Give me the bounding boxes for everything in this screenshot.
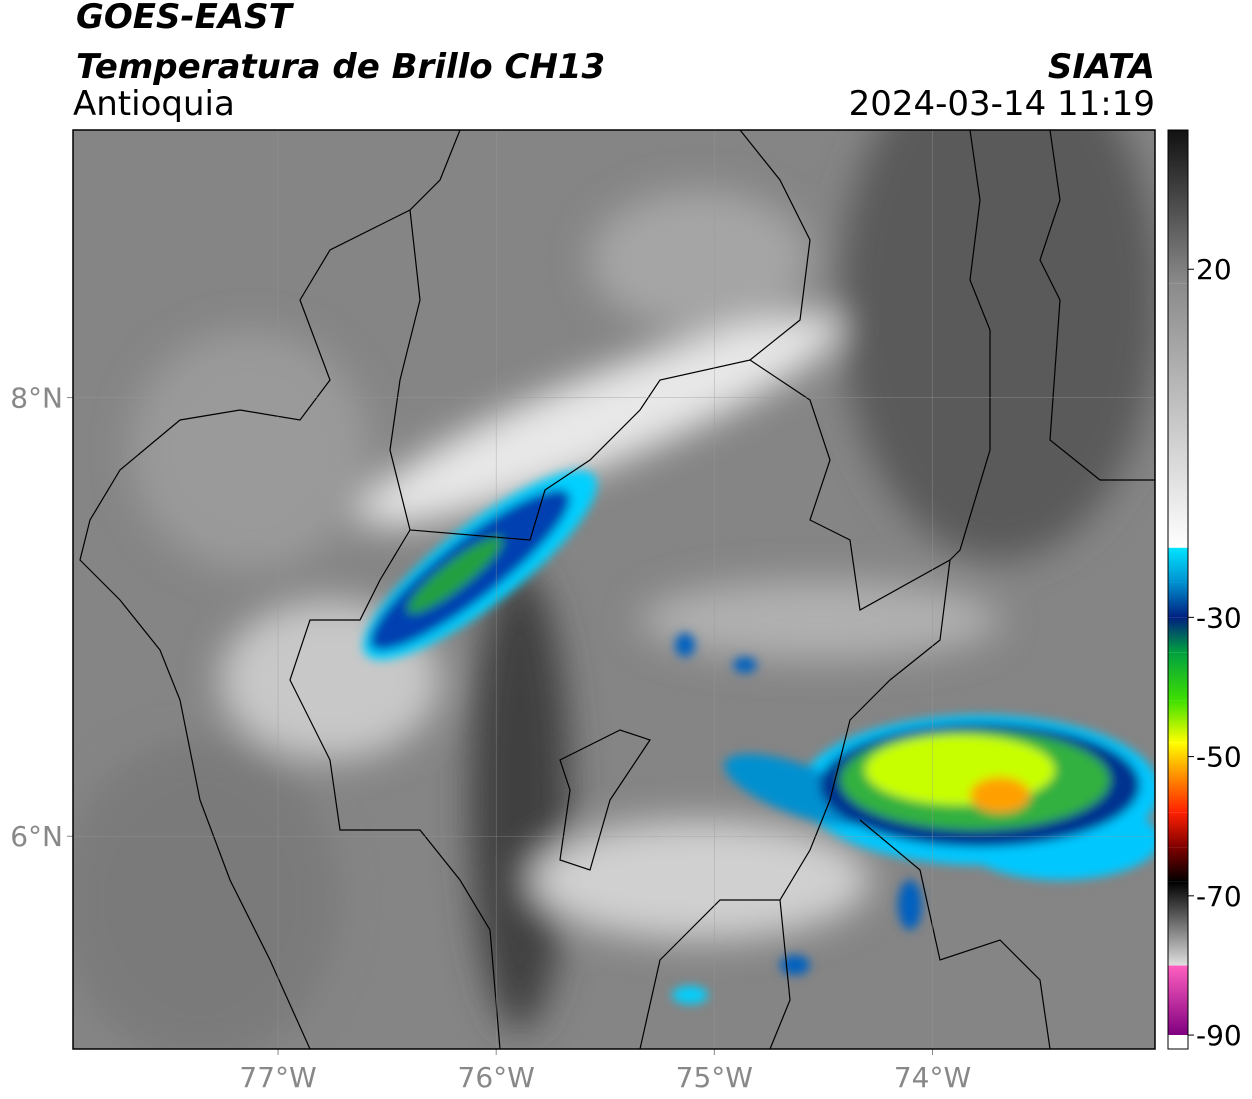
colorbar-tick-label: -30: [1196, 601, 1242, 634]
colorbar-segment: [1168, 847, 1188, 882]
colorbar-segment: [1168, 617, 1188, 653]
source: SIATA: [1048, 47, 1155, 87]
colorbar-segment: [1168, 812, 1188, 848]
subtitle: Temperatura de Brillo CH13: [76, 47, 605, 87]
x-tick-label: 77°W: [239, 1061, 316, 1094]
colorbar-segment: [1168, 700, 1188, 743]
grid: [67, 130, 1155, 1055]
colorbar-segment: [1168, 582, 1188, 618]
datetime: 2024-03-14 11:19: [849, 84, 1155, 124]
colorbar-segment: [1168, 130, 1188, 284]
colorbar-tick-label: -70: [1196, 880, 1242, 913]
colorbar-frame: [1167, 129, 1189, 1050]
colorbar-segment: [1168, 965, 1188, 1036]
colorbar-segment: [1168, 547, 1188, 583]
colorbar-tick-label: 20: [1196, 253, 1232, 286]
colorbar-segment: [1168, 742, 1188, 771]
colorbar-segment: [1168, 770, 1188, 813]
x-tick-label: 74°W: [894, 1061, 971, 1094]
colorbar-segment: [1168, 283, 1188, 548]
map-frame: [72, 129, 1156, 1050]
colorbar-segment: [1168, 652, 1188, 701]
map-image: [73, 130, 1155, 1049]
colorbar-tick-label: -50: [1196, 741, 1242, 774]
colorbar-segment: [1168, 881, 1188, 966]
region: Antioquia: [73, 84, 235, 124]
x-tick-label: 76°W: [458, 1061, 535, 1094]
y-tick-label: 8°N: [10, 382, 63, 415]
title: GOES-EAST: [76, 0, 295, 37]
x-tick-label: 75°W: [676, 1061, 753, 1094]
colorbar-tick-label: -90: [1196, 1019, 1242, 1052]
colorbar-segment: [1168, 1035, 1188, 1049]
y-tick-label: 6°N: [10, 820, 63, 853]
colorbar: [1167, 129, 1194, 1050]
